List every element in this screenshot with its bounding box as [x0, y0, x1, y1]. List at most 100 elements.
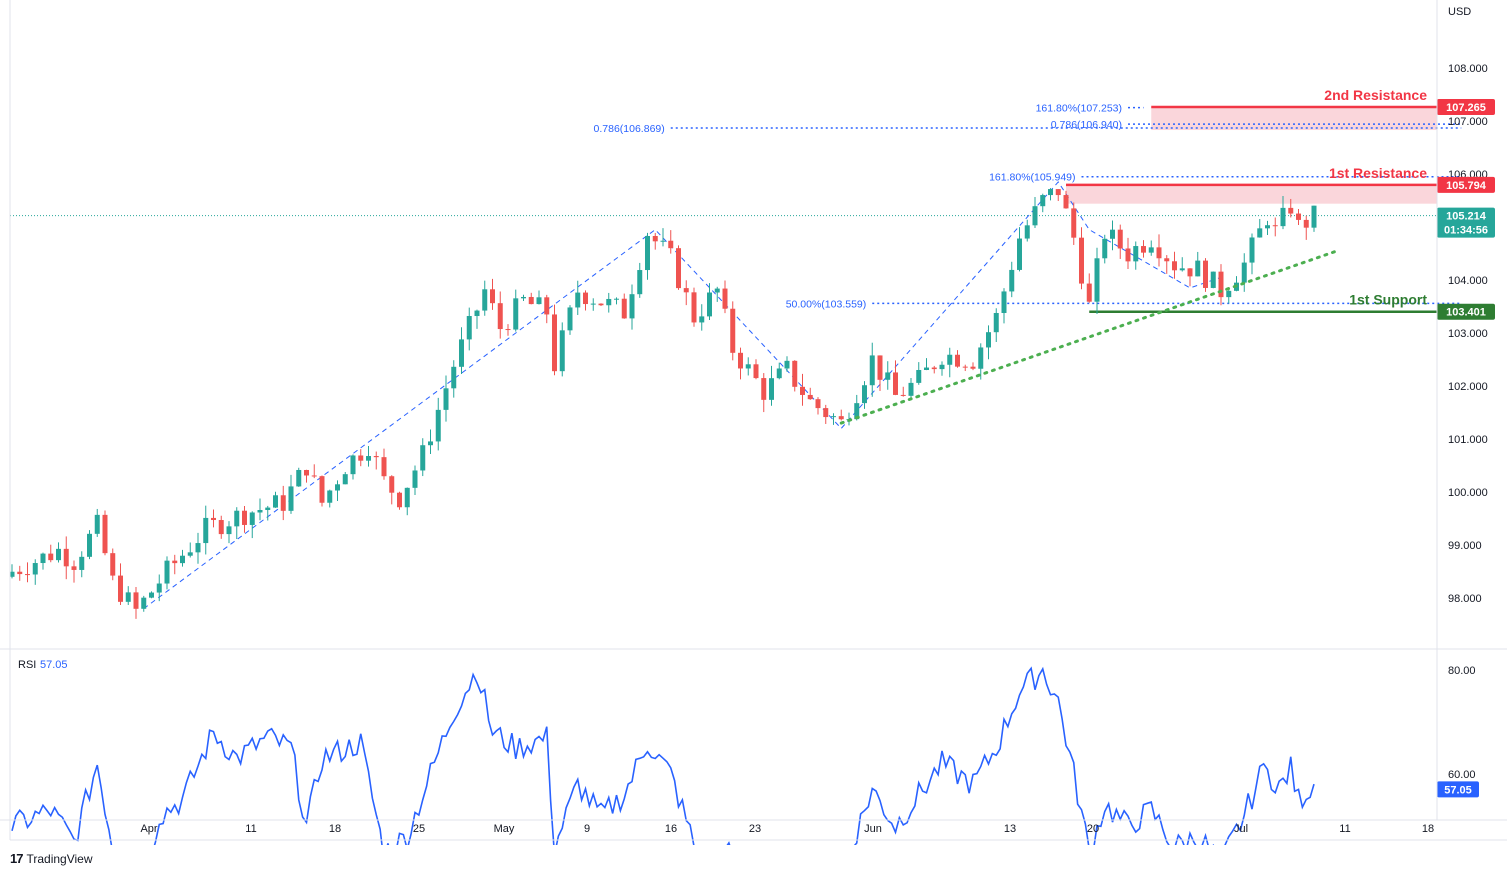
time-tick-label: 13: [1004, 823, 1016, 835]
rsi-value-badge: [1437, 781, 1479, 798]
candle-up: [180, 555, 185, 564]
candle-up: [939, 364, 945, 370]
candle-up: [745, 364, 751, 369]
candle-down: [48, 553, 54, 561]
candle-down: [1063, 195, 1069, 209]
support-trendline: [839, 249, 1339, 425]
candle-up: [637, 270, 643, 295]
candle-up: [784, 360, 790, 369]
candle-up: [435, 409, 441, 442]
rsi-value-inline: 57.05: [40, 659, 68, 671]
price-pane: 0.786(106.869) 161.80%(107.253) 0.786(106.…: [9, 87, 1462, 619]
candles: [9, 188, 1317, 619]
tradingview-branding[interactable]: 17 TradingView: [10, 851, 93, 866]
price-tick-label: 98.000: [1448, 593, 1482, 605]
candle-down: [893, 372, 898, 395]
candle-up: [9, 571, 15, 577]
price-tick-label: 99.000: [1448, 540, 1482, 552]
candle-up: [993, 312, 999, 333]
candle-down: [133, 592, 139, 609]
fib-level-label: 0.786(106.940): [1051, 119, 1122, 131]
candle-down: [1203, 260, 1208, 288]
candle-down: [110, 553, 116, 576]
candle-down: [319, 476, 325, 503]
time-tick-label: 18: [329, 823, 341, 835]
candle-up: [296, 469, 302, 487]
candle-up: [482, 289, 488, 311]
candle-up: [1032, 206, 1038, 226]
rsi-tick-label: 60.00: [1448, 769, 1476, 781]
candle-down: [118, 575, 123, 602]
time-tick-label: 16: [665, 823, 677, 835]
candle-down: [730, 308, 736, 353]
candle-down: [528, 296, 534, 305]
candle-down: [280, 495, 286, 511]
candle-down: [1296, 213, 1301, 220]
candle-down: [900, 394, 906, 396]
candle-down: [211, 517, 216, 521]
candle-up: [273, 495, 278, 508]
candle-down: [722, 288, 728, 309]
candle-up: [474, 310, 480, 317]
candle-up: [924, 367, 929, 370]
candle-down: [1303, 219, 1309, 228]
time-tick-label: Jul: [1234, 823, 1248, 835]
candle-up: [288, 486, 294, 511]
candle-up: [769, 378, 774, 400]
candle-up: [854, 403, 860, 420]
time-tick-label: 20: [1087, 823, 1099, 835]
time-tick-label: 18: [1422, 823, 1434, 835]
candle-up: [947, 354, 953, 365]
candle-down: [931, 367, 937, 370]
candle-up: [1195, 260, 1201, 277]
candle-up: [776, 368, 782, 379]
candle-down: [1218, 271, 1224, 298]
candle-up: [265, 507, 271, 511]
candle-down: [1172, 261, 1177, 271]
candle-down: [172, 560, 178, 564]
candle-up: [420, 445, 426, 471]
candle-down: [544, 297, 550, 315]
zone-band: [1151, 106, 1437, 131]
candle-up: [226, 526, 232, 535]
candle-up: [32, 563, 38, 575]
candle-down: [815, 399, 821, 409]
candle-down: [1117, 229, 1123, 249]
zones-layer: [1066, 105, 1437, 313]
candle-down: [1288, 207, 1294, 214]
time-tick-label: May: [494, 823, 515, 835]
candle-up: [149, 592, 154, 598]
price-axis[interactable]: USD 108.000107.000106.000104.000103.0001…: [1448, 6, 1488, 605]
candle-up: [203, 517, 209, 544]
time-axis[interactable]: Apr 11 18 25 May 9 16 23 Jun 13 20 Jul 11 18: [140, 823, 1434, 835]
candle-up: [1048, 189, 1053, 196]
candle-down: [1156, 247, 1162, 259]
trendlines: [839, 249, 1339, 425]
zone-band: [1066, 184, 1437, 204]
candle-down: [598, 303, 604, 306]
candle-down: [1125, 248, 1131, 262]
currency-label: USD: [1448, 6, 1471, 18]
candle-down: [1055, 189, 1061, 196]
candle-down: [17, 571, 23, 575]
fib-level-label: 161.80%(107.253): [1036, 103, 1122, 115]
candle-up: [428, 441, 433, 446]
candle-up: [156, 583, 162, 593]
candle-down: [668, 240, 674, 249]
candle-up: [234, 510, 240, 527]
time-tick-label: 9: [584, 823, 590, 835]
candle-up: [187, 552, 193, 556]
price-badge: [1437, 98, 1495, 115]
candle-up: [1017, 238, 1022, 270]
candle-up: [459, 339, 464, 367]
candle-down: [1164, 258, 1170, 262]
candle-down: [552, 314, 557, 372]
candle-up: [195, 543, 201, 553]
candle-up: [366, 456, 371, 461]
candle-up: [513, 298, 519, 330]
candle-up: [412, 470, 418, 488]
candle-down: [683, 288, 689, 293]
price-tick-label: 107.000: [1448, 116, 1488, 128]
candle-up: [978, 347, 984, 369]
